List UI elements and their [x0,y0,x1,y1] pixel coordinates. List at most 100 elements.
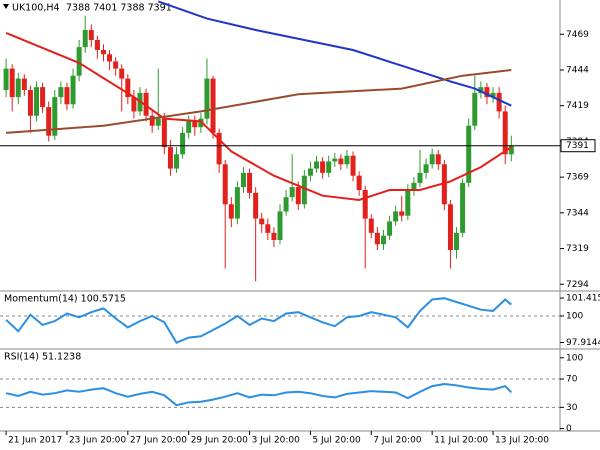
candle-body [259,218,265,225]
candle-body [46,107,52,136]
y-tick-label: 101.4156 [566,294,600,304]
y-tick-label: 7469 [566,30,589,40]
candle-body [466,125,472,183]
x-tick-label: 11 Jul 20:00 [434,436,488,446]
candle-body [167,147,173,169]
candle-body [155,118,161,126]
y-tick-label: 100 [566,312,583,322]
candle-body [393,211,399,222]
moving-average [6,69,512,134]
candle-body [82,30,88,48]
candle-body [277,211,283,240]
last-price-box [560,139,596,153]
candle-body [502,111,508,155]
x-tick-label: 5 Jul 20:00 [312,436,361,446]
symbol-title: UK100,H4 [12,3,60,14]
candle-body [131,97,137,112]
candle-body [289,187,295,198]
x-tick-label: 7 Jul 20:00 [373,436,422,446]
momentum-title: Momentum(14) 100.5715 [4,294,126,305]
candle-body [314,161,320,169]
candle-body [253,192,259,219]
y-tick-label: 97.9144 [566,338,600,348]
candle-body [198,118,204,128]
candle-body [478,87,484,93]
header-icon [3,4,9,9]
candle-body [326,161,332,173]
x-tick-label: 27 Jun 20:00 [130,436,187,446]
candle-body [94,40,100,50]
candle-body [174,154,180,169]
candle-body [228,204,234,219]
candle-body [216,132,222,165]
candle-body [423,164,429,173]
candle-body [240,172,246,188]
candle-body [332,158,338,162]
candle-body [344,155,350,165]
candle-body [295,187,301,205]
candle-body [399,211,405,216]
candle-body [350,155,356,176]
candle-body [387,221,393,236]
candle-body [161,118,167,148]
candle-body [265,224,271,233]
candle-body [368,218,374,233]
y-tick-label: 100 [566,353,583,363]
candle-body [301,175,307,205]
candle-body [405,190,411,216]
y-tick-label: 7319 [566,244,589,254]
candle-body [107,54,113,62]
x-tick-label: 23 Jun 20:00 [69,436,126,446]
last-price-label: 7391 [566,141,589,151]
indicator-line [5,382,513,407]
candle-body [125,78,131,98]
candle-body [508,145,514,155]
y-tick-label: 7419 [566,101,589,111]
candle-body [3,68,9,90]
candle-body [143,92,149,116]
candle-body [490,92,496,98]
candle-body [210,78,216,133]
rsi-title: RSI(14) 51.1238 [4,352,81,363]
candle-body [64,87,70,105]
candle-body [472,92,478,126]
candle-body [441,164,447,205]
candle-body [88,30,94,40]
x-tick-label: 29 Jun 20:00 [191,436,248,446]
candle-body [27,90,33,116]
candle-body [411,182,417,190]
candle-body [320,161,326,173]
candle-body [186,121,192,133]
candle-body [429,154,435,165]
candle-body [374,232,380,245]
moving-average [157,0,512,107]
candle-body [34,87,40,116]
x-tick-label: 3 Jul 20:00 [252,436,301,446]
y-tick-label: 0 [566,424,572,434]
x-tick-label: 13 Jul 20:00 [495,436,549,446]
candle-body [70,75,76,105]
candle-body [100,50,106,55]
candle-body [435,154,441,165]
candle-body [460,182,466,233]
candle-body [149,115,155,126]
candle-body [21,78,27,90]
x-tick-label: 21 Jun 2017 [8,436,62,446]
candle-body [417,172,423,183]
y-tick-label: 7294 [566,280,589,290]
candle-body [76,47,82,76]
candle-body [380,235,386,245]
indicator-line [5,297,512,344]
candle-body [180,132,186,155]
y-tick-label: 30 [566,403,578,413]
candle-body [234,187,240,219]
candle-body [15,78,21,98]
candle-body [447,204,453,250]
candle-body [454,232,460,250]
candle-body [338,158,344,165]
candle-body [496,92,502,112]
candle-body [119,68,125,79]
candle-body [356,175,362,190]
